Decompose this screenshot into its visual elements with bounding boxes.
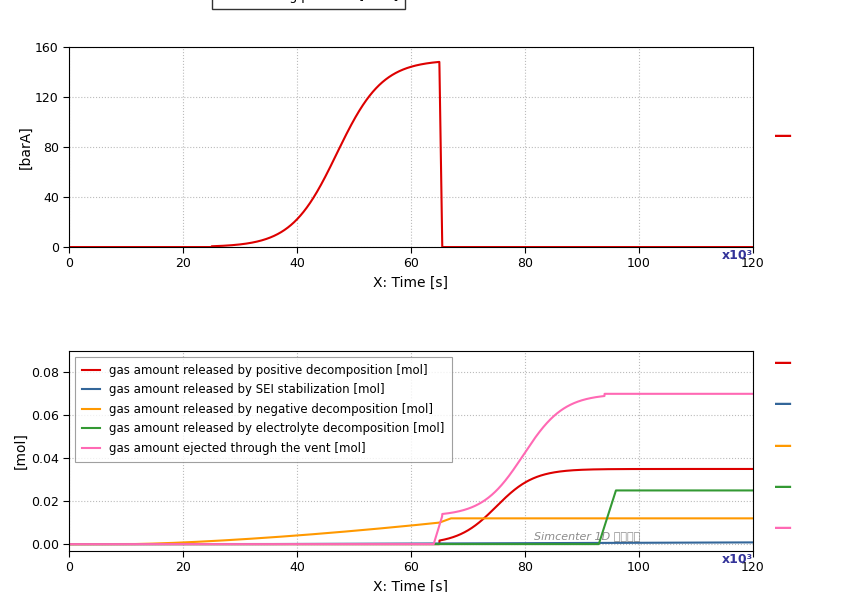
Text: x10³: x10³ bbox=[721, 249, 753, 262]
Y-axis label: [mol]: [mol] bbox=[14, 432, 28, 469]
Legend: gas amount released by positive decomposition [mol], gas amount released by SEI : gas amount released by positive decompos… bbox=[75, 357, 452, 462]
X-axis label: X: Time [s]: X: Time [s] bbox=[374, 580, 448, 592]
Text: x10³: x10³ bbox=[721, 552, 753, 565]
Text: —: — bbox=[774, 519, 792, 538]
X-axis label: X: Time [s]: X: Time [s] bbox=[374, 276, 448, 290]
Text: —: — bbox=[774, 127, 792, 145]
Text: Simcenter 1D 系统仿真: Simcenter 1D 系统仿真 bbox=[534, 530, 640, 540]
Legend: venting pressure [barA]: venting pressure [barA] bbox=[212, 0, 405, 9]
Text: —: — bbox=[774, 395, 792, 413]
Text: —: — bbox=[774, 478, 792, 496]
Y-axis label: [barA]: [barA] bbox=[18, 126, 32, 169]
Text: —: — bbox=[774, 436, 792, 455]
Text: —: — bbox=[774, 353, 792, 372]
